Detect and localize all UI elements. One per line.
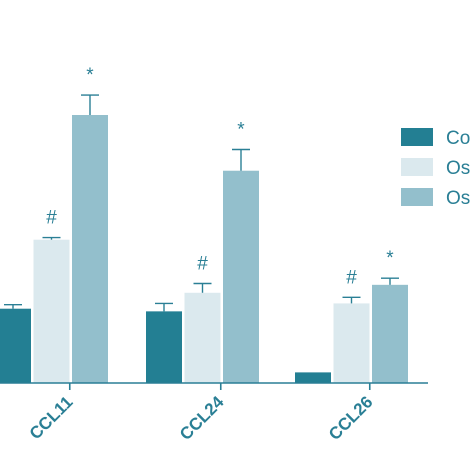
significance-ccl26-series-3: *	[386, 248, 394, 269]
x-tick-label-ccl11: CCL11	[26, 392, 77, 443]
bar-ccl11-series-2	[33, 239, 70, 383]
error-bar-ccl11-series-2	[42, 236, 61, 240]
bar-ccl24-series-3	[223, 170, 259, 383]
error-bar-ccl24-series-2	[193, 282, 212, 293]
error-bars-layer	[4, 94, 399, 312]
error-bar-ccl26-series-2	[342, 296, 361, 304]
bars-layer	[0, 115, 408, 383]
legend-item-3: Os	[401, 188, 470, 209]
significance-ccl26-series-2: #	[346, 267, 357, 288]
legend-item-2: Os	[401, 158, 470, 179]
error-bar-ccl11-series-1	[4, 304, 22, 309]
error-bar-ccl24-series-3	[232, 148, 250, 171]
error-bar-ccl26-series-3	[381, 277, 399, 285]
x-tick-label-ccl26: CCL26	[325, 392, 377, 444]
bar-ccl11-series-1	[0, 308, 31, 383]
legend-label: Os	[446, 188, 470, 209]
error-bar-ccl11-series-3	[81, 94, 99, 115]
significance-ccl11-series-2: #	[46, 208, 57, 229]
significance-ccl24-series-3: *	[237, 119, 245, 140]
legend-item-1: Co	[401, 128, 470, 149]
legend: Co Os Os	[401, 128, 470, 209]
x-tick-label-ccl24: CCL24	[176, 392, 228, 444]
bar-ccl24-series-1	[146, 311, 182, 383]
legend-label: Os	[446, 158, 470, 179]
significance-ccl24-series-2: #	[197, 253, 208, 274]
significance-ccl11-series-3: *	[86, 65, 94, 86]
bar-ccl11-series-3	[72, 115, 108, 383]
significance-layer: # * # * # *	[46, 65, 394, 288]
legend-swatch	[401, 158, 433, 176]
bar-ccl26-series-1	[295, 372, 331, 383]
x-ticks-layer: CCL11 CCL24 CCL26	[26, 383, 377, 444]
legend-label: Co	[446, 128, 470, 149]
legend-swatch	[401, 128, 433, 146]
bar-ccl24-series-2	[184, 292, 221, 383]
bar-ccl26-series-2	[333, 303, 370, 383]
bar-ccl26-series-3	[372, 284, 408, 383]
legend-swatch	[401, 188, 433, 206]
error-bar-ccl24-series-1	[155, 302, 173, 312]
